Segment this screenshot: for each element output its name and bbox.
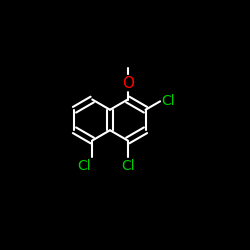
Text: Cl: Cl <box>161 94 175 108</box>
Text: Cl: Cl <box>121 159 134 173</box>
Text: Cl: Cl <box>77 159 91 173</box>
Text: O: O <box>122 76 134 90</box>
